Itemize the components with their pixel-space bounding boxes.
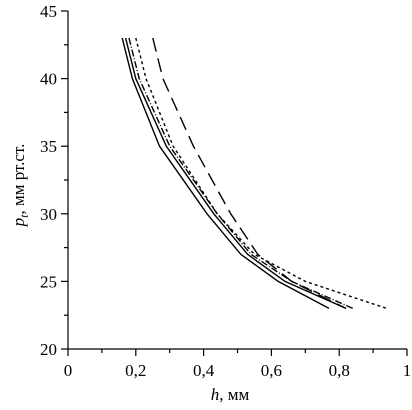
y-tick-label: 25	[40, 272, 57, 291]
line-series	[124, 37, 347, 310]
y-tick-label: 40	[40, 70, 57, 89]
x-tick-label: 0,8	[329, 361, 350, 380]
y-unit: , мм рт.ст.	[9, 144, 28, 215]
y-tick-label: 45	[40, 2, 57, 21]
x-tick-label: 0,2	[125, 361, 146, 380]
line-series	[152, 37, 347, 310]
x-symbol: h	[211, 385, 220, 404]
x-tick-label: 0,6	[261, 361, 282, 380]
line-series	[121, 37, 330, 310]
y-tick-label: 30	[40, 205, 57, 224]
x-unit: , мм	[219, 385, 249, 404]
y-symbol: p	[9, 218, 28, 228]
y-tick-label: 35	[40, 137, 57, 156]
x-tick-label: 0,4	[193, 361, 215, 380]
y-subscript: t	[17, 214, 31, 218]
x-axis-label: h, мм	[211, 385, 250, 404]
y-axis-label: pt, мм рт.ст.	[9, 144, 31, 228]
x-tick-label: 0	[64, 361, 73, 380]
line-series	[128, 37, 354, 310]
line-series	[135, 37, 387, 310]
x-tick-label: 1	[403, 361, 412, 380]
y-tick-label: 20	[40, 340, 57, 359]
